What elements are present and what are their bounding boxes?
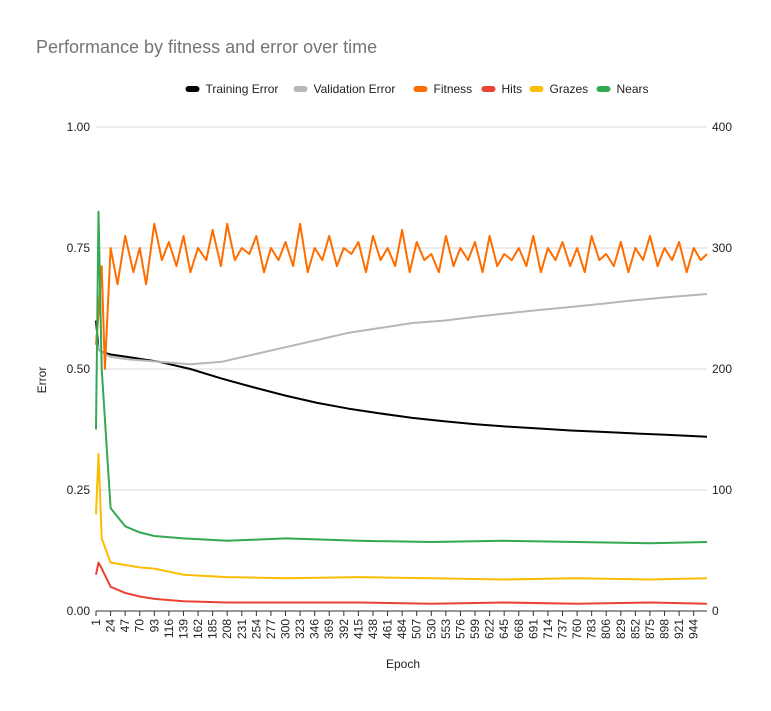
- legend-swatch-4: [529, 86, 544, 92]
- x-tick-label: 300: [279, 619, 293, 639]
- x-tick-label: 645: [497, 619, 511, 639]
- x-tick-label: 576: [453, 619, 467, 639]
- x-tick-label: 70: [133, 619, 147, 633]
- x-tick-label: 783: [585, 619, 599, 639]
- x-tick-label: 415: [351, 619, 365, 639]
- x-tick-label: 921: [672, 619, 686, 639]
- series-line-grazes: [95, 452, 708, 581]
- x-tick-label: 737: [555, 619, 569, 639]
- x-tick-label: 162: [191, 619, 205, 639]
- x-tick-label: 691: [526, 619, 540, 639]
- x-tick-label: 829: [614, 619, 628, 639]
- series-layer: [95, 210, 708, 605]
- x-tick-label: 231: [235, 619, 249, 639]
- x-tick-label: 760: [570, 619, 584, 639]
- axes: 0.00 0.25 0.50 0.75 1.00 0 100 200 300 400 1 24 47 70…: [67, 120, 733, 639]
- x-tick-label: 898: [658, 619, 672, 639]
- x-tick-label: 484: [395, 619, 409, 639]
- chart-title: Performance by fitness and error over ti…: [36, 37, 377, 57]
- x-tick-label: 599: [468, 619, 482, 639]
- series-line-fitness: [95, 222, 708, 370]
- series-line-hits: [95, 561, 708, 605]
- x-tick-label: 944: [687, 619, 701, 639]
- x-tick-label: 806: [599, 619, 613, 639]
- x-tick-label: 461: [381, 619, 395, 639]
- y-tick-label-right: 200: [712, 362, 732, 376]
- legend-swatch-3: [481, 86, 496, 92]
- x-tick-label: 875: [643, 619, 657, 639]
- x-tick-label: 622: [483, 619, 497, 639]
- x-tick-label: 93: [147, 619, 161, 633]
- x-tick-label: 438: [366, 619, 380, 639]
- x-tick-label: 346: [308, 619, 322, 639]
- x-tick-label: 714: [541, 619, 555, 639]
- x-tick-label: 392: [337, 619, 351, 639]
- x-tick-label: 852: [628, 619, 642, 639]
- series-line-validation-error: [95, 293, 708, 366]
- legend-label-3: Hits: [502, 82, 523, 96]
- x-tick-label: 323: [293, 619, 307, 639]
- x-tick-label: 116: [162, 619, 176, 638]
- x-tick-label: 530: [424, 619, 438, 639]
- y-tick-label-left: 0.75: [67, 241, 91, 255]
- legend-label-0: Training Error: [206, 82, 279, 96]
- series-line-training-error: [95, 320, 708, 438]
- y-tick-label-left: 1.00: [67, 120, 91, 134]
- y-tick-label-right: 400: [712, 120, 732, 134]
- legend-label-5: Nears: [617, 82, 649, 96]
- y-tick-label-right: 0: [712, 604, 719, 618]
- legend-label-1: Validation Error: [314, 82, 396, 96]
- y-tick-label-left: 0.00: [67, 604, 91, 618]
- y-tick-label-left: 0.25: [67, 483, 91, 497]
- x-axis-title: Epoch: [386, 657, 420, 671]
- legend-label-4: Grazes: [550, 82, 589, 96]
- x-tick-label: 254: [249, 619, 263, 639]
- y-axis-title: Error: [35, 367, 49, 394]
- legend-swatch-5: [596, 86, 611, 92]
- x-tick-label: 185: [206, 619, 220, 639]
- legend-swatch-2: [413, 86, 428, 92]
- x-tick-label: 47: [118, 619, 132, 633]
- legend-swatch-1: [293, 86, 308, 92]
- legend-swatch-0: [185, 86, 200, 92]
- legend: Training Error Validation Error Fitness Hit…: [185, 82, 649, 96]
- x-tick-label: 139: [176, 619, 190, 639]
- y-tick-label-left: 0.50: [67, 362, 91, 376]
- x-tick-label: 208: [220, 619, 234, 639]
- series-line-nears: [95, 210, 708, 545]
- x-tick-label: 369: [322, 619, 336, 639]
- legend-label-2: Fitness: [434, 82, 473, 96]
- y-tick-label-right: 100: [712, 483, 732, 497]
- x-tick-label: 24: [104, 619, 118, 633]
- x-tick-label: 553: [439, 619, 453, 639]
- y-tick-label-right: 300: [712, 241, 732, 255]
- x-tick-label: 1: [89, 619, 103, 626]
- x-tick-label: 668: [512, 619, 526, 639]
- x-tick-label: 507: [410, 619, 424, 639]
- x-tick-label: 277: [264, 619, 278, 639]
